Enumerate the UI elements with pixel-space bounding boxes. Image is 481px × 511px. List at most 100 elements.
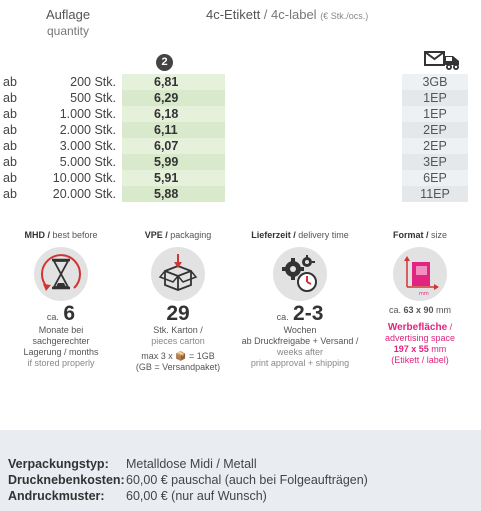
vpe-desc-1: Stk. Karton / — [153, 325, 203, 335]
price-cell: 5,91 — [122, 170, 225, 186]
title-unit: (€ Stk./ocs.) — [320, 11, 369, 21]
shipping-cell: 2EP — [402, 138, 468, 154]
delivery-info: Lieferzeit / delivery time ca. 2-3 Woche… — [238, 230, 362, 369]
gears-clock-icon — [273, 247, 327, 301]
format-title-en: size — [431, 230, 448, 240]
vpe-desc: Stk. Karton / pieces carton max 3 x 📦 = … — [118, 325, 238, 373]
hourglass-icon — [34, 247, 88, 301]
quantity-cell: 500 Stk. — [70, 91, 116, 105]
vpe-desc-4: (GB = Versandpaket) — [135, 362, 221, 372]
quantity-sublabel: quantity — [46, 24, 90, 38]
title-sep: / — [260, 7, 272, 22]
price-cell: 6,11 — [122, 122, 225, 138]
table-row: ab 500 Stk. 6,29 1EP — [0, 90, 481, 106]
advertising-space: Werbefläche / advertising space 197 x 55… — [360, 322, 480, 366]
format-size: ca. 63 x 90 mm — [360, 305, 480, 316]
price-cell: 6,29 — [122, 90, 225, 106]
vpe-title-de: VPE / — [144, 230, 171, 240]
adv-title-de: Werbefläche — [387, 322, 448, 333]
adv-title-en: advertising space — [384, 333, 456, 343]
delivery-truck-icon — [424, 49, 464, 71]
adv-unit: mm — [428, 344, 447, 354]
mhd-title-en: best before — [52, 230, 98, 240]
spec-value: 60,00 € pauschal (auch bei Folgeaufträge… — [126, 473, 368, 487]
table-row: ab 2.000 Stk. 6,11 2EP — [0, 122, 481, 138]
table-row: ab 10.000 Stk. 5,91 6EP — [0, 170, 481, 186]
adv-note: (Etikett / label) — [391, 355, 449, 365]
price-cell: 6,81 — [122, 74, 225, 90]
label-format-icon: mm — [393, 247, 447, 301]
vpe-desc-2: pieces carton — [151, 336, 205, 346]
delivery-desc: Wochen ab Druckfreigabe + Versand / week… — [238, 325, 362, 369]
shipping-cell: 3GB — [402, 74, 468, 90]
ab-label: ab — [3, 75, 17, 89]
spec-extra-costs: Drucknebenkosten:60,00 € pauschal (auch … — [8, 473, 368, 488]
product-title: 4c-Etikett / 4c-label (€ Stk./ocs.) — [206, 7, 368, 22]
quantity-cell: 3.000 Stk. — [59, 139, 116, 153]
mhd-title-de: MHD / — [24, 230, 53, 240]
delivery-desc-2: ab Druckfreigabe + Versand / — [241, 336, 359, 346]
mhd-value-line: ca. 6 — [1, 303, 121, 325]
delivery-ca: ca. — [276, 312, 289, 322]
price-cell: 5,88 — [122, 186, 225, 202]
price-cell: 5,99 — [122, 154, 225, 170]
title-de: 4c-Etikett — [206, 7, 261, 22]
price-cell: 6,07 — [122, 138, 225, 154]
shipping-cell: 1EP — [402, 90, 468, 106]
quantity-cell: 1.000 Stk. — [59, 107, 116, 121]
ab-label: ab — [3, 91, 17, 105]
mhd-desc: Monate bei sachgerechter Lagerung / mont… — [1, 325, 121, 369]
quantity-label: Auflage — [45, 7, 91, 22]
spec-proof: Andruckmuster: 60,00 € (nur auf Wunsch) — [8, 489, 267, 504]
delivery-value-line: ca. 2-3 — [238, 303, 362, 325]
table-row: ab 1.000 Stk. 6,18 1EP — [0, 106, 481, 122]
table-row: ab 5.000 Stk. 5,99 3EP — [0, 154, 481, 170]
mhd-info: MHD / best before ca. 6 Monate bei sachg… — [1, 230, 121, 369]
spec-box: Verpackungstyp: Metalldose Midi / Metall … — [0, 430, 481, 511]
mhd-desc-2: sachgerechter — [32, 336, 90, 346]
adv-sep: / — [447, 322, 453, 332]
ab-label: ab — [3, 123, 17, 137]
spec-packaging-type: Verpackungstyp: Metalldose Midi / Metall — [8, 457, 257, 472]
mhd-value: 6 — [63, 302, 76, 325]
shipping-cell: 1EP — [402, 106, 468, 122]
shipping-cell: 3EP — [402, 154, 468, 170]
mhd-desc-4: if stored properly — [27, 358, 95, 368]
format-size-unit: mm — [433, 305, 452, 315]
quantity-cell: 5.000 Stk. — [59, 155, 116, 169]
ab-label: ab — [3, 171, 17, 185]
mhd-desc-1: Monate bei — [38, 325, 84, 335]
spec-value: Metalldose Midi / Metall — [126, 457, 257, 471]
vpe-title: VPE / packaging — [118, 230, 238, 240]
vpe-desc-3: max 3 x 📦 = 1GB — [141, 351, 215, 361]
ab-label: ab — [3, 187, 17, 201]
ab-label: ab — [3, 107, 17, 121]
shipping-cell: 6EP — [402, 170, 468, 186]
format-size-prefix: ca. — [388, 305, 404, 315]
table-row: ab 20.000 Stk. 5,88 11EP — [0, 186, 481, 202]
format-title-de: Format / — [392, 230, 431, 240]
delivery-desc-4: print approval + shipping — [250, 358, 350, 368]
price-table: ab 200 Stk. 6,81 3GB ab 500 Stk. 6,29 1E… — [0, 74, 481, 202]
mhd-title: MHD / best before — [1, 230, 121, 240]
mhd-ca: ca. — [46, 312, 59, 322]
ab-label: ab — [3, 139, 17, 153]
shipping-cell: 11EP — [402, 186, 468, 202]
box-icon — [151, 247, 205, 301]
spec-label: Drucknebenkosten: — [8, 473, 125, 487]
table-row: ab 200 Stk. 6,81 3GB — [0, 74, 481, 90]
spec-label: Verpackungstyp: — [8, 457, 109, 471]
number-badge: 2 — [156, 54, 173, 71]
delivery-title-en: delivery time — [298, 230, 349, 240]
ab-label: ab — [3, 155, 17, 169]
delivery-value: 2-3 — [293, 302, 324, 325]
mm-label: mm — [419, 291, 429, 297]
title-en: 4c-label — [271, 7, 317, 22]
quantity-cell: 10.000 Stk. — [52, 171, 116, 185]
format-size-value: 63 x 90 — [403, 305, 434, 315]
format-title: Format / size — [360, 230, 480, 240]
delivery-desc-3: weeks after — [276, 347, 324, 357]
quantity-header: Auflage quantity — [30, 6, 106, 40]
quantity-cell: 2.000 Stk. — [59, 123, 116, 137]
adv-size: 197 x 55 — [393, 344, 429, 354]
